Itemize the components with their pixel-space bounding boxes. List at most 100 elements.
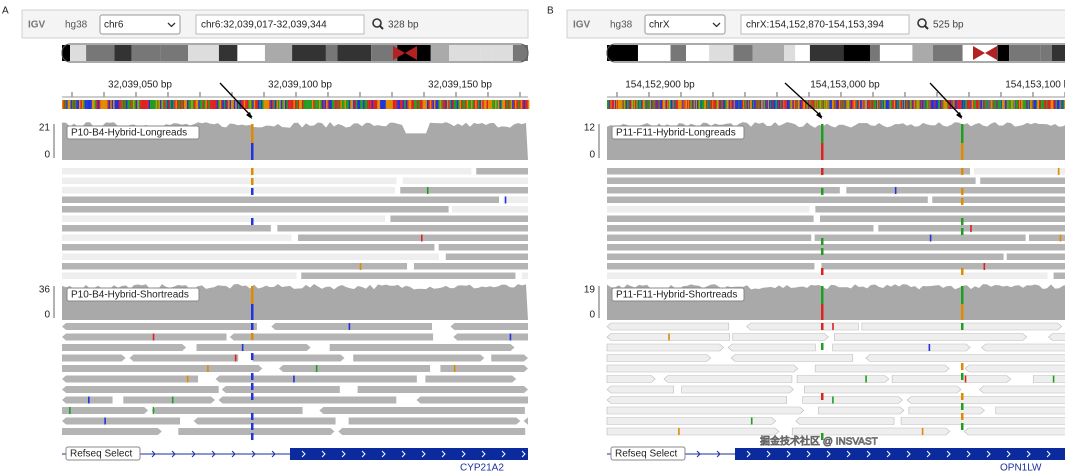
short-read (453, 333, 528, 341)
chromosome-dropdown[interactable] (99, 14, 181, 35)
dropdown-chevron (167, 22, 176, 28)
sequence-base (691, 100, 693, 109)
long-read (1053, 272, 1065, 279)
mismatch (832, 323, 834, 330)
short-read (129, 354, 239, 362)
sequence-base (674, 100, 676, 109)
sequence-base (974, 100, 976, 109)
sequence-base (492, 100, 494, 109)
sequence-base (867, 100, 869, 109)
sequence-base (1035, 100, 1037, 109)
track-label-box (611, 287, 745, 302)
sequence-base (1030, 100, 1032, 109)
sequence-base (390, 100, 392, 109)
sequence-base (414, 100, 416, 109)
track-label-box (66, 125, 200, 140)
locus-box[interactable] (740, 14, 910, 35)
long-read (846, 187, 1065, 194)
sequence-base (889, 100, 891, 109)
search-icon[interactable] (372, 18, 382, 28)
sequence-base (431, 100, 433, 109)
sequence-base (894, 100, 896, 109)
sequence-base (907, 100, 909, 109)
mismatch (293, 375, 295, 383)
sequence-base (351, 100, 354, 109)
locus-box[interactable] (195, 14, 365, 35)
sequence-base (955, 100, 957, 109)
scale-min: 0 (589, 150, 595, 161)
chromosome[interactable]: chr6 (104, 20, 124, 31)
chromosome[interactable]: chrX (649, 20, 670, 31)
sequence-base (120, 100, 122, 109)
strand-chevron (341, 450, 346, 458)
sequence-base (914, 100, 916, 109)
short-read (62, 396, 113, 404)
sequence-base (611, 100, 613, 109)
sequence-base (124, 100, 127, 109)
short-read (62, 407, 149, 414)
sequence-base (726, 100, 728, 109)
mismatch (348, 323, 351, 330)
sequence-base (784, 100, 786, 109)
mismatch (420, 234, 423, 242)
sequence-base (639, 100, 641, 109)
sequence-base (607, 100, 609, 109)
variant-base (251, 393, 254, 400)
locus[interactable]: chrX:154,152,870-154,153,394 (746, 20, 884, 31)
sequence-base (607, 100, 609, 109)
sequence-base (451, 100, 453, 109)
sequence-base (958, 100, 960, 109)
sequence-base (879, 100, 881, 109)
variant-base (251, 188, 254, 195)
sequence-base (701, 100, 703, 109)
sequence-base (634, 100, 636, 109)
long-read (607, 196, 928, 203)
sequence-base (319, 100, 321, 109)
long-read (400, 187, 528, 194)
sequence-base (215, 100, 217, 109)
long-read (1029, 234, 1065, 241)
sequence-base (814, 100, 816, 109)
genome[interactable]: hg38 (610, 20, 633, 31)
mismatch (668, 333, 670, 341)
sequence-base (872, 100, 874, 109)
sequence-base (925, 100, 927, 109)
sequence-base (103, 100, 105, 109)
sequence-base (648, 100, 650, 109)
sequence-base (864, 100, 866, 109)
sequence-base (415, 100, 418, 109)
sequence-base (253, 100, 256, 109)
sequence-base (1043, 100, 1045, 109)
chromosome-dropdown[interactable] (644, 14, 726, 35)
strand-chevron (231, 450, 236, 458)
sequence-base (769, 100, 771, 109)
sequence-base (612, 100, 614, 109)
ideogram-band (733, 45, 753, 61)
sequence-base (179, 100, 182, 109)
sequence-base (877, 100, 879, 109)
ideogram-band (512, 45, 528, 61)
sequence-base (337, 100, 340, 109)
sequence-base (608, 100, 610, 109)
search-icon[interactable] (917, 18, 927, 28)
sequence-base (976, 100, 978, 109)
sequence-base (921, 100, 923, 109)
sequence-base (449, 100, 452, 109)
sequence-base (938, 100, 940, 109)
sequence-base (458, 100, 460, 109)
sequence-base (663, 100, 665, 109)
sequence-base (965, 100, 967, 109)
short-read (357, 386, 528, 393)
genome[interactable]: hg38 (65, 20, 88, 31)
locus[interactable]: chr6:32,039,017-32,039,344 (201, 20, 327, 31)
variant-base (961, 218, 964, 225)
sequence-base (644, 100, 646, 109)
sequence-base (114, 100, 117, 109)
sequence-base (787, 100, 789, 109)
mismatch (929, 234, 932, 242)
sequence-base (779, 100, 781, 109)
sequence-base (1014, 100, 1016, 109)
sequence-base (134, 100, 137, 109)
sequence-base (937, 100, 939, 109)
sequence-base (859, 100, 861, 109)
